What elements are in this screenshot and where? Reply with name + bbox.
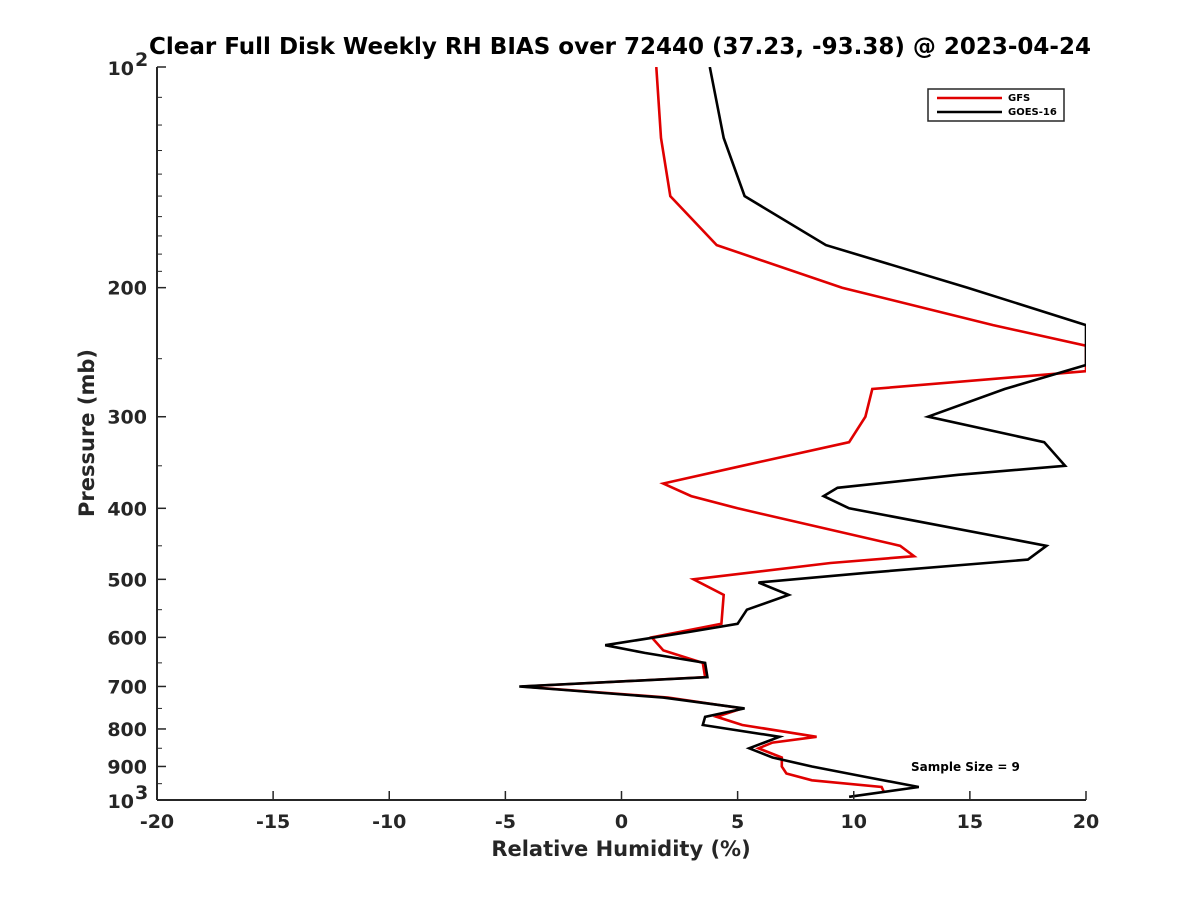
legend: GFS GOES-16	[927, 88, 1065, 122]
x-tick-label: -15	[256, 811, 290, 833]
sample-size-annotation: Sample Size = 9	[911, 760, 1020, 774]
y-axis-label: Pressure (mb)	[75, 349, 99, 517]
series-layer	[519, 67, 1086, 799]
y-tick-label: 300	[107, 407, 147, 429]
x-tick-label: 10	[841, 811, 867, 833]
series-line-goes16	[519, 67, 1086, 799]
legend-label-gfs: GFS	[1008, 93, 1030, 104]
x-tick-label: 0	[615, 811, 628, 833]
series-line-gfs	[521, 67, 1086, 793]
y-tick-label: 600	[107, 627, 147, 649]
legend-box	[927, 88, 1065, 122]
y-tick-label: 500	[107, 569, 147, 591]
y-tick-label: 700	[107, 676, 147, 698]
x-tick-label: 20	[1073, 811, 1099, 833]
y-tick-label: 900	[107, 756, 147, 778]
legend-label-goes16: GOES-16	[1008, 107, 1057, 118]
y-tick-label: 800	[107, 719, 147, 741]
y-tick-exponent: 3	[135, 782, 148, 804]
y-tick-exponent: 2	[135, 49, 148, 71]
y-tick-label: 10	[108, 58, 134, 80]
x-tick-label: 5	[731, 811, 744, 833]
y-tick-label: 200	[107, 278, 147, 300]
chart-title: Clear Full Disk Weekly RH BIAS over 7244…	[149, 34, 1091, 60]
x-tick-label: -10	[372, 811, 406, 833]
y-tick-label: 400	[107, 498, 147, 520]
x-axis-label: Relative Humidity (%)	[491, 837, 750, 861]
x-tick-label: -20	[140, 811, 174, 833]
y-tick-label: 10	[108, 791, 134, 813]
x-tick-label: -5	[495, 811, 516, 833]
x-tick-label: 15	[957, 811, 983, 833]
